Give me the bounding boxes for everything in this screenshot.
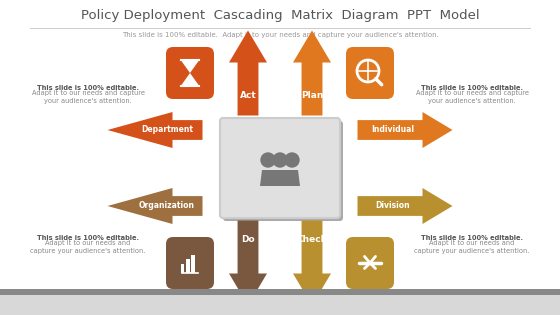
Text: Adapt it to our needs and capture
your audience's attention.: Adapt it to our needs and capture your a…: [416, 90, 529, 104]
Text: Individual: Individual: [371, 125, 414, 135]
FancyBboxPatch shape: [346, 47, 394, 99]
Text: This slide is 100% editable.  Adapt it to your needs and capture your audience's: This slide is 100% editable. Adapt it to…: [122, 32, 438, 38]
Text: Organization: Organization: [139, 202, 195, 210]
Bar: [181, 264, 184, 272]
Text: Policy Deployment  Cascading  Matrix  Diagram  PPT  Model: Policy Deployment Cascading Matrix Diagr…: [81, 9, 479, 22]
Polygon shape: [260, 170, 276, 186]
Text: This slide is 100% editable.: This slide is 100% editable.: [37, 235, 139, 241]
Bar: [0, 289, 560, 295]
Bar: [0, 295, 560, 315]
Text: Department: Department: [141, 125, 193, 135]
Polygon shape: [181, 73, 199, 86]
Text: Adapt it to our needs and
capture your audience's attention.: Adapt it to our needs and capture your a…: [414, 240, 530, 254]
Circle shape: [273, 153, 287, 167]
Text: Act: Act: [240, 91, 256, 100]
Text: This slide is 100% editable.: This slide is 100% editable.: [421, 85, 523, 91]
FancyBboxPatch shape: [220, 118, 340, 218]
Text: This slide is 100% editable.: This slide is 100% editable.: [37, 85, 139, 91]
Text: Division: Division: [376, 202, 410, 210]
FancyBboxPatch shape: [166, 47, 214, 99]
Text: Adapt it to our needs and capture
your audience's attention.: Adapt it to our needs and capture your a…: [31, 90, 144, 104]
Text: Check: Check: [297, 236, 327, 244]
FancyBboxPatch shape: [166, 237, 214, 289]
Circle shape: [285, 153, 299, 167]
Polygon shape: [229, 31, 267, 116]
Text: Adapt it to our needs and
capture your audience's attention.: Adapt it to our needs and capture your a…: [30, 240, 146, 254]
Text: Plan: Plan: [301, 91, 323, 100]
Polygon shape: [293, 31, 331, 116]
FancyBboxPatch shape: [346, 237, 394, 289]
Bar: [191, 255, 194, 272]
FancyBboxPatch shape: [223, 121, 343, 221]
Text: This slide is 100% editable.: This slide is 100% editable.: [421, 235, 523, 241]
Polygon shape: [357, 112, 452, 148]
Polygon shape: [293, 220, 331, 306]
Polygon shape: [284, 170, 300, 186]
Polygon shape: [272, 170, 288, 186]
Polygon shape: [357, 188, 452, 224]
Bar: [186, 259, 189, 272]
Polygon shape: [181, 60, 199, 73]
Polygon shape: [108, 112, 203, 148]
Polygon shape: [108, 188, 203, 224]
Circle shape: [261, 153, 275, 167]
Text: Do: Do: [241, 236, 255, 244]
Polygon shape: [229, 220, 267, 306]
